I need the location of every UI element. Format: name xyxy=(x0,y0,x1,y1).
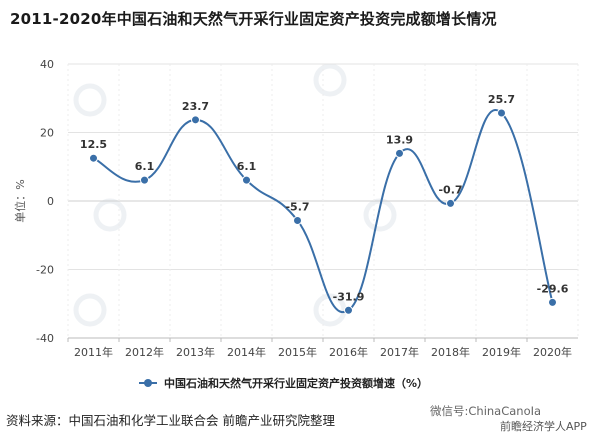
x-tick-label: 2013年 xyxy=(176,345,215,359)
y-axis-label: 单位：% xyxy=(13,179,27,222)
x-tick-label: 2012年 xyxy=(125,345,164,359)
watermark-logos xyxy=(73,63,397,327)
y-tick-label: 0 xyxy=(47,195,54,208)
data-label: 23.7 xyxy=(182,100,209,113)
chart-title: 2011-2020年中国石油和天然气开采行业固定资产投资完成额增长情况 xyxy=(10,10,497,28)
x-tick-label: 2020年 xyxy=(533,345,572,359)
data-point[interactable] xyxy=(497,108,506,118)
x-tick-label: 2019年 xyxy=(482,345,521,359)
x-axis-ticks: 2011年 2012年 2013年 2014年 2015年 2016年 2017年 2018年… xyxy=(67,338,572,359)
data-label: 6.1 xyxy=(237,160,257,173)
watermark-logo-5 xyxy=(313,293,347,327)
data-label: -31.9 xyxy=(333,290,365,303)
watermark-logo-2 xyxy=(93,198,127,232)
y-tick-label: 20 xyxy=(40,127,54,140)
app-watermark: 前瞻经济学人APP xyxy=(500,420,587,433)
data-point[interactable] xyxy=(446,198,455,208)
x-tick-label: 2018年 xyxy=(431,345,470,359)
data-label: 6.1 xyxy=(135,160,155,173)
watermark-logo-0 xyxy=(73,83,107,117)
data-label: 12.5 xyxy=(80,138,107,151)
data-label: -5.7 xyxy=(285,201,309,214)
x-tick-label: 2017年 xyxy=(380,345,419,359)
data-point[interactable] xyxy=(293,216,302,226)
y-tick-label: 40 xyxy=(40,58,54,71)
data-label: -29.6 xyxy=(537,282,569,295)
data-point[interactable] xyxy=(242,175,251,185)
data-point[interactable] xyxy=(548,297,557,307)
data-point[interactable] xyxy=(89,153,98,163)
legend-marker xyxy=(144,379,152,387)
legend-label: 中国石油和天然气开采行业固定资产投资额增速（%） xyxy=(164,376,428,390)
data-label: 13.9 xyxy=(386,133,413,146)
data-point[interactable] xyxy=(140,175,149,185)
data-label: 25.7 xyxy=(488,93,515,106)
x-tick-label: 2011年 xyxy=(74,345,113,359)
data-labels: 12.5 6.1 23.7 6.1 -5.7 -31.9 13.9 -0.7 25.7 -29.6 xyxy=(80,93,569,303)
x-tick-label: 2015年 xyxy=(278,345,317,359)
y-tick-label: -40 xyxy=(36,332,54,345)
data-point[interactable] xyxy=(344,305,353,315)
data-point[interactable] xyxy=(191,115,200,125)
watermark-logo-1 xyxy=(313,63,347,97)
legend[interactable]: 中国石油和天然气开采行业固定资产投资额增速（%） xyxy=(139,376,428,390)
data-points xyxy=(89,108,557,315)
grid-lines xyxy=(67,63,579,339)
y-tick-label: -20 xyxy=(36,264,54,277)
watermark-logo-4 xyxy=(73,293,107,327)
y-axis-ticks: 40 20 0 -20 -40 xyxy=(36,58,54,345)
x-tick-label: 2014年 xyxy=(227,345,266,359)
data-point[interactable] xyxy=(395,148,404,158)
data-label: -0.7 xyxy=(438,183,462,196)
source-note: 资料来源：中国石油和化学工业联合会 前瞻产业研究院整理 xyxy=(6,413,335,428)
wechat-watermark: 微信号:ChinaCanoIa xyxy=(430,404,542,418)
x-tick-label: 2016年 xyxy=(329,345,368,359)
